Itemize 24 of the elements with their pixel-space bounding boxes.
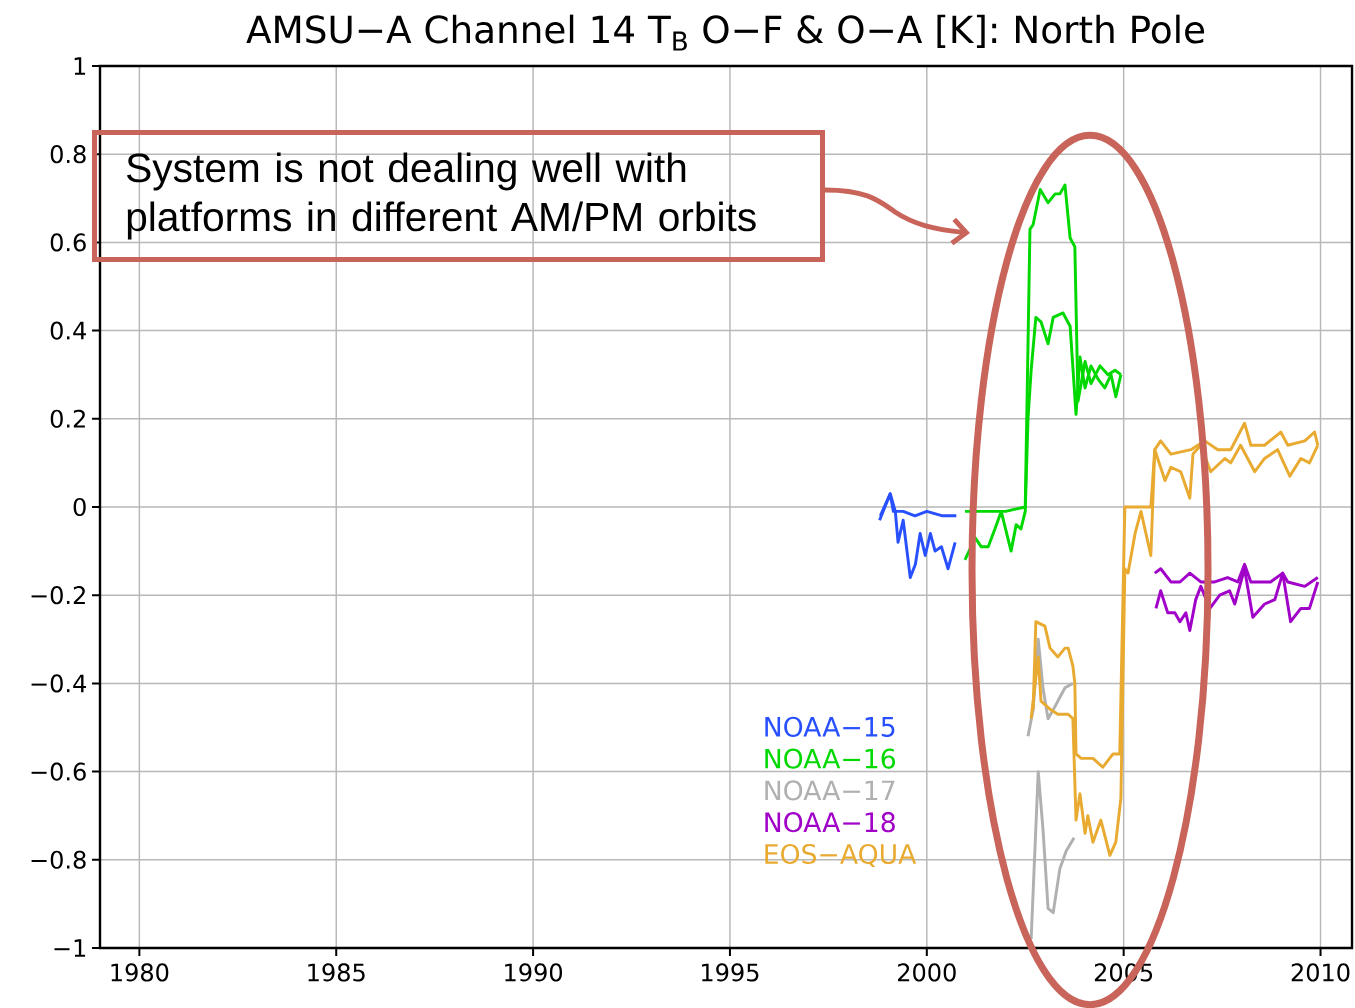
annotation: System is not dealing well with platforms in different AM/PM orbits	[127, 152, 756, 240]
x-tick-label: 1995	[702, 963, 759, 982]
x-tick-label: 2000	[898, 963, 956, 982]
chart-title: AMSU−A Channel 14 T$_{B}$ O−F & O−A [K]: North Pole	[246, 14, 1205, 51]
y-tick-label: 0.8	[50, 145, 86, 164]
y-tick-label: −0.2	[31, 586, 85, 605]
text: NOAA−15	[765, 716, 895, 737]
x-tick-label: 2010	[1291, 963, 1350, 982]
y-tick-label: −0.8	[31, 850, 86, 869]
x-tick-label: 1990	[505, 963, 563, 982]
y-tick-label: 0	[73, 497, 86, 517]
text: NOAA−17	[765, 780, 895, 801]
y-tick-label: 0.4	[50, 321, 86, 340]
x-tick-label: 1985	[308, 963, 365, 982]
y-tick-label: −0.6	[31, 762, 86, 781]
text: NOAA−16	[765, 748, 896, 769]
y-tick-label: 0.6	[50, 233, 86, 252]
y-tick-label: −1	[54, 939, 86, 957]
text: NOAA−18	[765, 812, 895, 833]
y-tick-label: −0.4	[31, 674, 86, 693]
y-tick-label: 1	[74, 57, 86, 75]
x-tick-label: 1980	[111, 963, 169, 982]
text: EOS−AQUA	[765, 843, 917, 868]
y-tick-label: 0.2	[50, 409, 85, 428]
